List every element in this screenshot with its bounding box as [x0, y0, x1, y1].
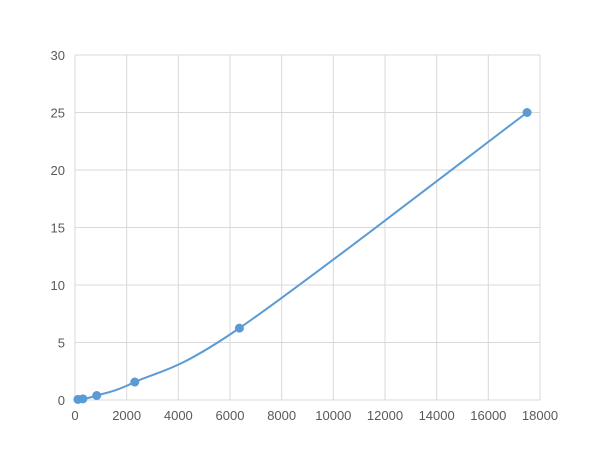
x-tick-label: 2000: [112, 408, 141, 423]
x-tick-label: 10000: [315, 408, 351, 423]
data-point: [92, 391, 102, 401]
x-tick-label: 4000: [164, 408, 193, 423]
series-line: [77, 111, 528, 401]
data-point: [78, 394, 88, 404]
x-tick-label: 16000: [470, 408, 506, 423]
y-tick-label: 0: [58, 393, 65, 408]
y-tick-label: 30: [51, 48, 65, 63]
x-tick-label: 18000: [522, 408, 558, 423]
x-tick-label: 6000: [216, 408, 245, 423]
x-tick-label: 12000: [367, 408, 403, 423]
y-tick-label: 5: [58, 336, 65, 351]
y-tick-label: 10: [51, 278, 65, 293]
y-tick-label: 20: [51, 163, 65, 178]
y-tick-label: 15: [51, 221, 65, 236]
y-tick-label: 25: [51, 106, 65, 121]
x-tick-label: 0: [71, 408, 78, 423]
x-tick-label: 8000: [267, 408, 296, 423]
data-point: [234, 323, 244, 333]
data-point: [522, 108, 532, 117]
x-tick-label: 14000: [419, 408, 455, 423]
data-point: [130, 377, 140, 387]
